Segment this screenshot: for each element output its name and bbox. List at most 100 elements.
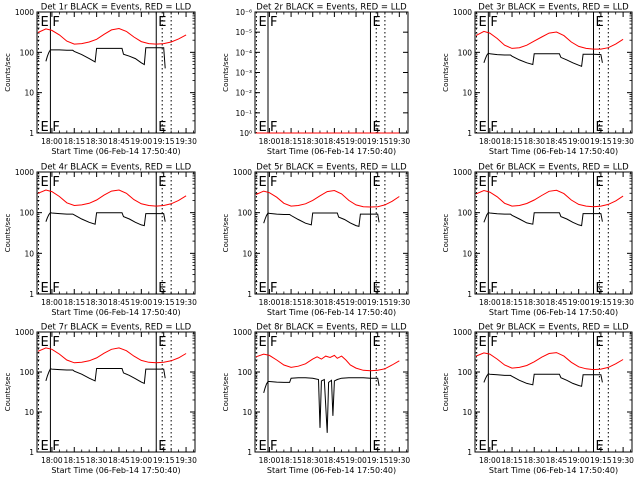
x-tick-label: 18:00 [259, 456, 281, 465]
time-marker-label: E [158, 175, 166, 190]
x-tick-label: 19:00 [345, 456, 367, 465]
time-marker-label: F [270, 335, 277, 350]
y-tick-label: 100 [20, 368, 35, 377]
time-marker-label: F [270, 15, 277, 30]
time-marker-label: F [490, 439, 497, 454]
plot-frame [474, 331, 633, 453]
x-tick-label: 18:30 [86, 137, 108, 146]
time-marker-label: E [478, 281, 486, 296]
time-marker-label: E [40, 120, 48, 135]
y-axis-label: Counts/sec [442, 53, 450, 92]
chart-title: Det 5r BLACK = Events, RED = LLD [256, 163, 407, 173]
y-tick-label: 100 [238, 368, 253, 377]
x-tick-label: 18:00 [41, 456, 63, 465]
y-tick-label: 10 [462, 408, 472, 417]
series-events-line [483, 52, 603, 67]
time-marker-label: E [595, 439, 603, 454]
x-tick-label: 19:30 [389, 456, 411, 465]
x-tick-label: 18:00 [41, 137, 63, 146]
x-tick-label: 18:45 [108, 456, 130, 465]
x-tick-label: 18:30 [302, 456, 324, 465]
y-tick-label: 10 [24, 408, 34, 417]
x-tick-label: 18:45 [324, 456, 346, 465]
time-marker-label: E [40, 175, 48, 190]
y-tick-label: 100 [20, 48, 35, 57]
panel-det-2: Det 2r BLACK = Events, RED = LLD 10⁻⁶ 10⁻⁵… [222, 3, 410, 157]
x-axis-label: Start Time (06-Feb-14 17:50:40) [489, 466, 618, 475]
y-tick-label: 10 [462, 89, 472, 98]
x-tick-label: 18:30 [523, 298, 545, 307]
y-tick-label: 10 [24, 89, 34, 98]
panel-det-7: Det 7r BLACK = Events, RED = LLD 1000 100 1… [4, 323, 197, 476]
series-lld-line [37, 189, 187, 207]
y-tick-label: 10 [242, 408, 252, 417]
x-tick-label: 18:30 [302, 137, 324, 146]
time-marker-label: F [490, 120, 497, 135]
x-tick-label: 18:15 [280, 298, 302, 307]
x-tick-label: 19:30 [612, 137, 634, 146]
chart-title: Det 4r BLACK = Events, RED = LLD [41, 163, 192, 173]
time-marker-label: F [52, 120, 59, 135]
x-tick-label: 19:30 [612, 456, 634, 465]
y-tick-label: 10 [242, 249, 252, 258]
x-tick-label: 18:45 [546, 456, 568, 465]
x-tick-label: 18:15 [501, 137, 523, 146]
x-tick-label: 19:00 [131, 137, 153, 146]
x-tick-label: 18:00 [259, 137, 281, 146]
y-tick-label: 1000 [233, 328, 252, 337]
plot-frame [36, 11, 196, 134]
x-tick-label: 18:45 [108, 137, 130, 146]
series-lld-line [475, 30, 624, 50]
x-tick-label: 18:30 [523, 137, 545, 146]
x-tick-label: 18:45 [546, 137, 568, 146]
y-tick-label: 10⁻³ [235, 69, 252, 78]
y-tick-label: 1000 [453, 8, 472, 17]
time-marker-label: F [490, 335, 497, 350]
panel-det-1: Det 1r BLACK = Events, RED = LLD 1000 100 1… [4, 3, 197, 157]
time-marker-label: E [258, 175, 266, 190]
y-tick-label: 1000 [233, 168, 252, 177]
series-lld-line [475, 189, 624, 208]
time-marker-label: F [270, 281, 277, 296]
y-tick-label: 1 [247, 448, 252, 457]
time-marker-label: F [270, 175, 277, 190]
x-tick-label: 18:30 [523, 456, 545, 465]
panel-det-8: Det 8r BLACK = Events, RED = LLD 1000 100 1… [222, 323, 410, 476]
x-tick-label: 18:45 [108, 298, 130, 307]
time-marker-label: E [40, 281, 48, 296]
x-tick-label: 18:15 [63, 456, 85, 465]
series-events-line [483, 212, 603, 227]
time-marker-label: E [478, 15, 486, 30]
y-tick-label: 100 [20, 209, 35, 218]
time-marker-label: E [40, 335, 48, 350]
y-tick-label: 1 [29, 129, 34, 138]
x-tick-label: 19:30 [175, 456, 197, 465]
x-tick-label: 19:30 [389, 137, 411, 146]
x-tick-label: 19:30 [612, 298, 634, 307]
y-tick-label: 10⁰ [239, 129, 252, 138]
y-axis-label: Counts/sec [442, 214, 450, 253]
plot-frame [254, 331, 409, 453]
y-tick-label: 10⁻¹ [235, 109, 252, 118]
series-lld-line [37, 27, 187, 45]
y-axis-label: Counts/sec [222, 214, 230, 253]
x-tick-label: 18:30 [302, 298, 324, 307]
x-tick-label: 19:15 [367, 456, 389, 465]
x-tick-label: 18:15 [280, 456, 302, 465]
series-events-line [45, 47, 166, 69]
time-marker-label: E [372, 439, 380, 454]
y-tick-label: 1 [29, 290, 34, 299]
time-marker-label: E [478, 439, 486, 454]
y-tick-label: 10 [24, 249, 34, 258]
series-events-line [263, 377, 380, 433]
time-marker-label: E [372, 175, 380, 190]
x-tick-label: 19:00 [131, 456, 153, 465]
y-tick-label: 10⁻⁶ [235, 8, 252, 17]
x-tick-label: 18:15 [501, 456, 523, 465]
x-tick-label: 19:00 [131, 298, 153, 307]
time-marker-label: E [40, 439, 48, 454]
y-axis-label: Counts/sec [222, 53, 230, 92]
x-tick-label: 19:15 [590, 137, 612, 146]
time-marker-label: E [258, 120, 266, 135]
